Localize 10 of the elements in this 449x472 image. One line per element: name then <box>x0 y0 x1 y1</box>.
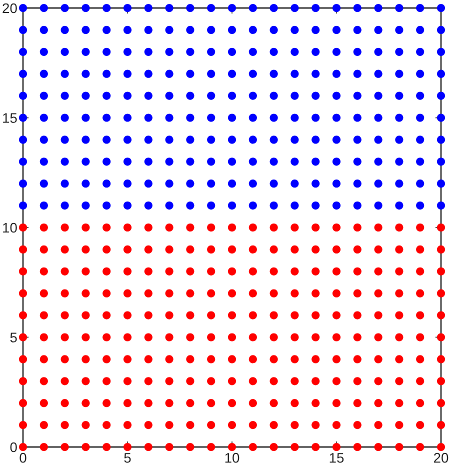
y-tick-label: 0 <box>10 442 17 452</box>
x-tick-label: 10 <box>225 452 240 463</box>
y-tick-label: 10 <box>3 222 17 233</box>
x-tick-label: 15 <box>330 453 344 463</box>
y-tick-label: 15 <box>3 113 17 123</box>
y-tick-label: 20 <box>2 3 17 14</box>
x-tick-label: 5 <box>124 453 131 463</box>
x-tick-label: 0 <box>20 452 26 463</box>
y-tick-label: 5 <box>10 332 17 342</box>
x-tick-label: 20 <box>434 452 448 463</box>
